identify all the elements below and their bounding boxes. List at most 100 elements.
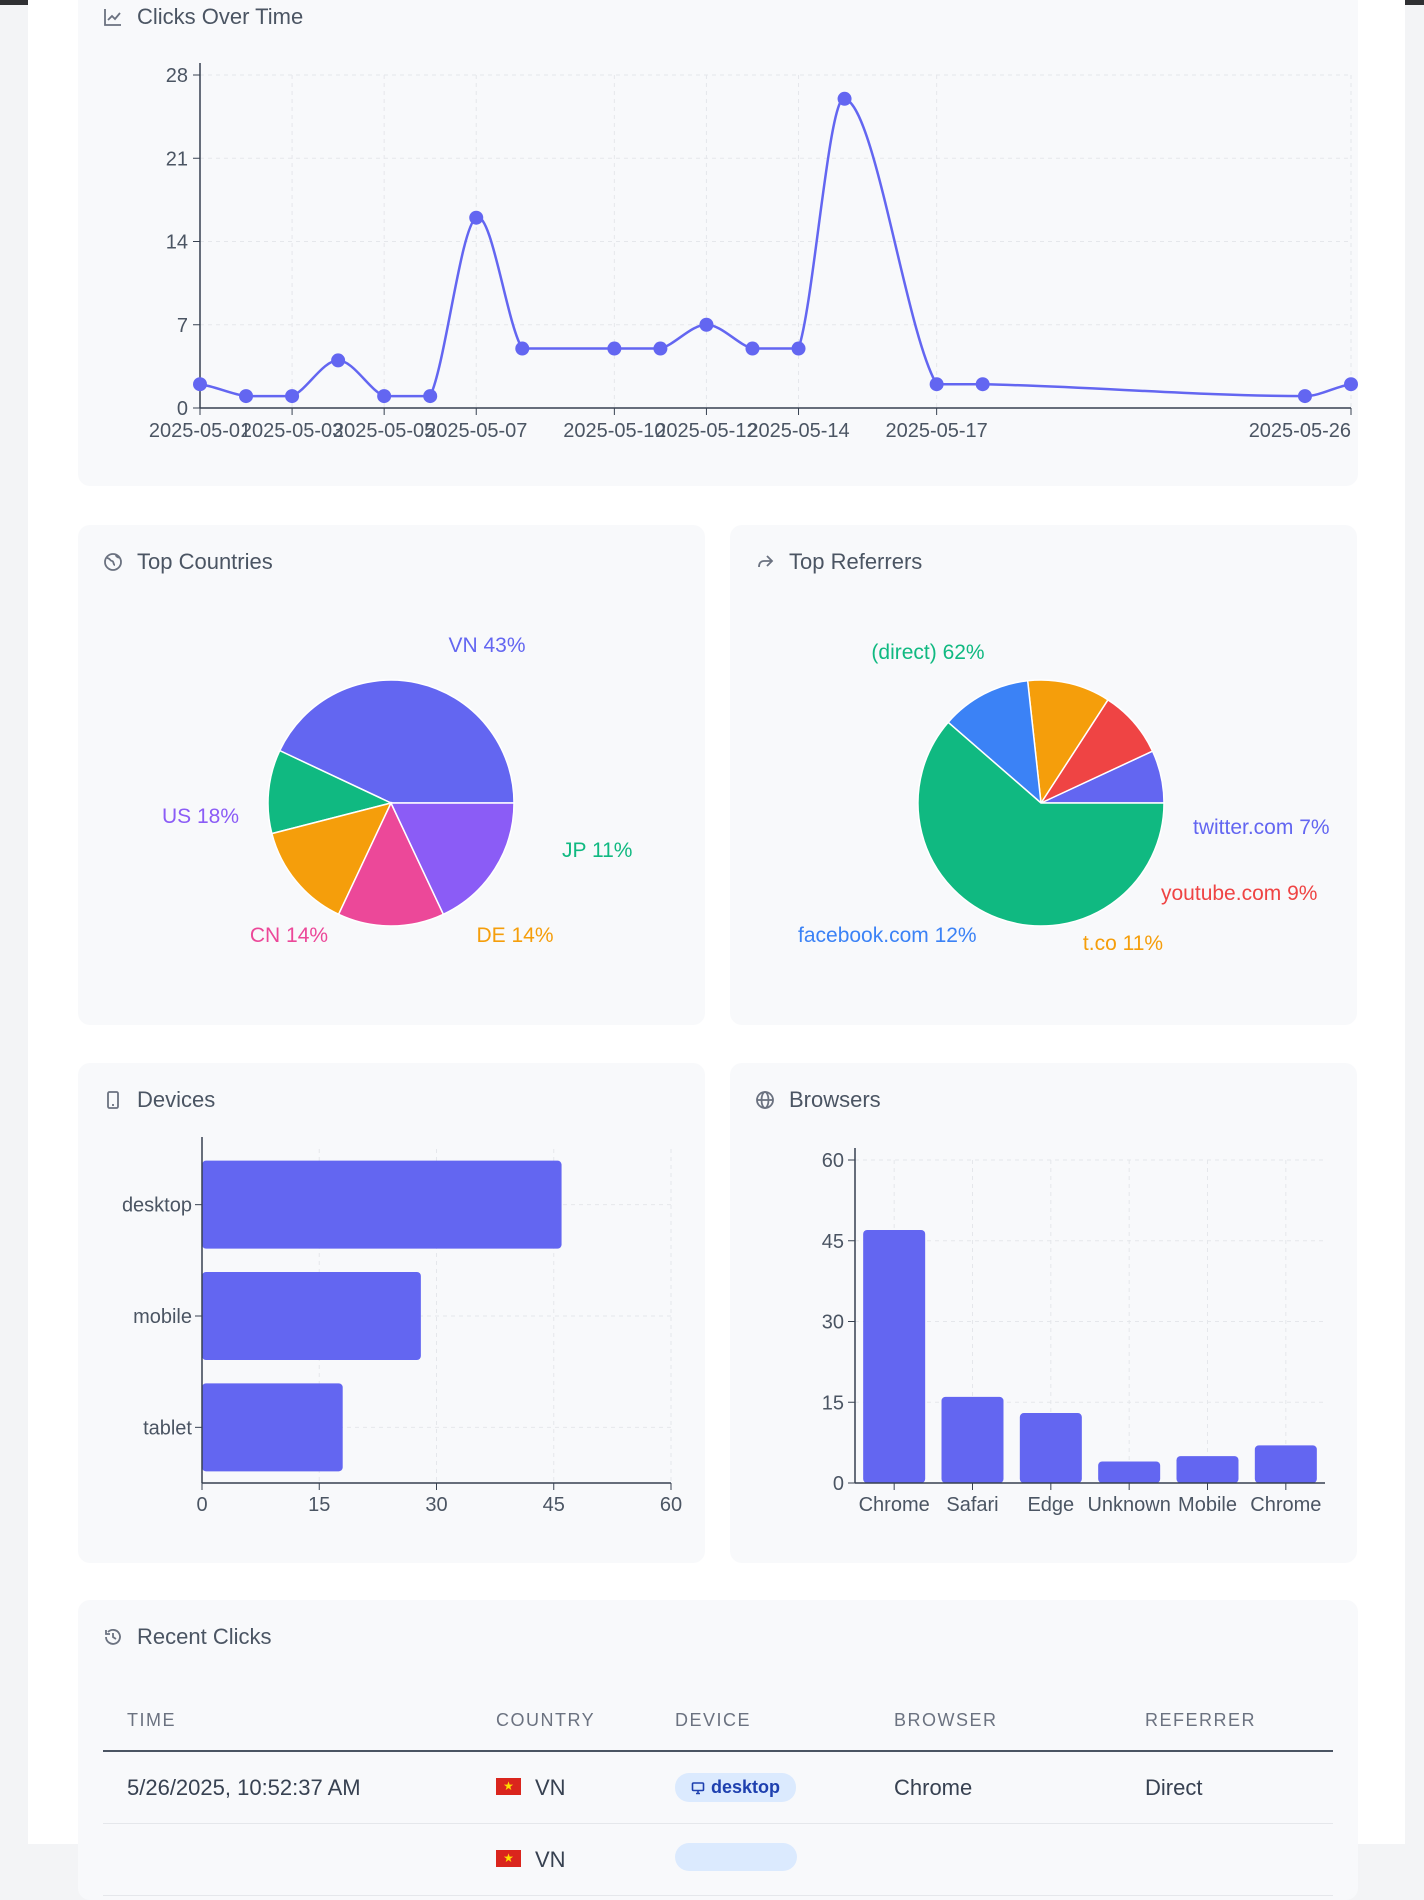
pie-slice	[947, 679, 1042, 805]
card-title: Top Countries	[137, 549, 273, 574]
table-row[interactable]: VN	[103, 1823, 1333, 1896]
globe-grid-icon	[755, 1090, 775, 1110]
column-header-device: DEVICE	[651, 1690, 870, 1752]
bar	[863, 1229, 926, 1483]
data-point	[331, 353, 346, 368]
cell-country: VN	[472, 1823, 651, 1896]
y-tick-label: 28	[166, 65, 188, 87]
data-point	[1344, 377, 1358, 392]
y-tick-label: tablet	[143, 1417, 192, 1439]
bar	[202, 1383, 343, 1472]
y-tick-label: 45	[822, 1231, 844, 1253]
card-header: Browsers	[755, 1085, 881, 1115]
x-tick-label: 15	[308, 1494, 330, 1516]
data-point	[515, 341, 530, 356]
cell-browser	[870, 1823, 1121, 1896]
card-header: Top Referrers	[755, 547, 922, 577]
data-point	[377, 389, 392, 404]
data-point	[607, 341, 622, 356]
cell-country: VN	[472, 1751, 651, 1824]
line-chart-icon	[103, 7, 123, 27]
device-badge	[675, 1842, 797, 1871]
card-title: Devices	[137, 1087, 216, 1112]
y-tick-label: 60	[822, 1150, 844, 1172]
data-point	[193, 377, 207, 392]
pie-label: t.co 11%	[1083, 932, 1163, 955]
pie-label: DE 14%	[476, 924, 553, 947]
card-title: Browsers	[789, 1087, 881, 1112]
country-code: VN	[535, 1847, 566, 1873]
pie-label: JP 11%	[562, 839, 632, 862]
data-point	[745, 341, 760, 356]
x-tick-label: 60	[660, 1494, 682, 1516]
page-container: Clicks Over Time 0 7 14 21 28 2025-05-01 2025-…	[28, 0, 1405, 1900]
pie-label: VN 43%	[448, 634, 525, 657]
bar	[1098, 1461, 1161, 1483]
top-referrers-card: Top Referrers twitter.com 7% youtube.com …	[730, 525, 1357, 1025]
y-tick-label: mobile	[133, 1306, 192, 1328]
y-tick-label: 14	[166, 232, 188, 254]
x-tick-label: 45	[543, 1494, 565, 1516]
data-point	[837, 91, 852, 106]
data-point	[285, 389, 300, 404]
card-header: Recent Clicks	[103, 1622, 271, 1652]
table-row[interactable]: 5/26/2025, 10:52:37 AM VN desktop Chrome…	[103, 1751, 1333, 1824]
clicks-line-chart: 071421282025-05-012025-05-032025-05-0520…	[149, 63, 1358, 442]
column-header-time: TIME	[103, 1690, 472, 1752]
x-tick-label: 2025-05-12	[655, 420, 757, 442]
browsers-card: Browsers 0 15 30 45 60 Chrome Safari Edge Unknow…	[730, 1063, 1357, 1563]
table-header-row: TIME COUNTRY DEVICE BROWSER REFERRER	[103, 1690, 1333, 1752]
pie-label: (direct) 62%	[871, 641, 984, 664]
pie-label: youtube.com 9%	[1161, 882, 1317, 905]
x-tick-label: Mobile	[1178, 1494, 1237, 1516]
mobile-device-icon	[103, 1090, 123, 1110]
data-point	[975, 377, 990, 392]
bar	[1019, 1413, 1082, 1483]
cell-referrer: Direct	[1121, 1751, 1333, 1824]
vietnam-flag-icon	[496, 1849, 521, 1867]
bar	[1176, 1456, 1239, 1483]
cell-device: desktop	[651, 1751, 870, 1824]
globe-icon	[103, 552, 123, 572]
data-point	[791, 341, 806, 356]
x-tick-label: Edge	[1027, 1494, 1074, 1516]
card-header: Top Countries	[103, 547, 273, 577]
country-code: VN	[535, 1775, 566, 1801]
recent-clicks-table: TIME COUNTRY DEVICE BROWSER REFERRER 5/2…	[103, 1690, 1333, 1896]
recent-clicks-card: Recent Clicks TIME COUNTRY DEVICE BROWSE…	[78, 1600, 1358, 1900]
bar	[941, 1396, 1004, 1483]
referrers-pie-chart: twitter.com 7% youtube.com 9% t.co 11% face…	[798, 641, 1330, 955]
device-badge: desktop	[675, 1773, 797, 1802]
card-header: Clicks Over Time	[103, 2, 303, 32]
x-tick-label: 2025-05-03	[241, 420, 343, 442]
x-tick-label: Chrome	[859, 1494, 930, 1516]
vietnam-flag-icon	[496, 1777, 521, 1795]
x-tick-label: 0	[196, 1494, 207, 1516]
column-header-referrer: REFERRER	[1121, 1690, 1333, 1752]
countries-pie-chart: VN 43% JP 11% DE 14% CN 14% US 18%	[162, 634, 632, 947]
devices-card: Devices 0 15 30 45 60 desktop mobile tablet	[78, 1063, 705, 1563]
bar	[202, 1272, 421, 1360]
pie-slice	[270, 801, 393, 916]
cell-time: 5/26/2025, 10:52:37 AM	[103, 1751, 472, 1824]
x-tick-label: 2025-05-14	[747, 420, 849, 442]
data-point	[423, 389, 438, 404]
column-header-browser: BROWSER	[870, 1690, 1121, 1752]
x-tick-label: Unknown	[1087, 1494, 1170, 1516]
data-point	[1297, 389, 1312, 404]
data-point	[929, 377, 944, 392]
x-tick-label: Chrome	[1250, 1494, 1321, 1516]
x-tick-label: 30	[425, 1494, 447, 1516]
devices-bar-chart: 0 15 30 45 60 desktop mobile tablet	[122, 1137, 682, 1516]
y-tick-label: 0	[833, 1473, 844, 1495]
cell-browser: Chrome	[870, 1751, 1121, 1824]
bar	[1254, 1445, 1317, 1483]
card-title: Top Referrers	[789, 549, 923, 574]
history-icon	[103, 1627, 123, 1647]
pie-slice	[267, 749, 394, 835]
clicks-over-time-card: Clicks Over Time 0 7 14 21 28 2025-05-01 2025-…	[78, 0, 1358, 486]
cell-device	[651, 1823, 870, 1896]
data-point	[653, 341, 668, 356]
pie-slice	[917, 721, 1165, 927]
x-tick-label: 2025-05-17	[885, 420, 987, 442]
